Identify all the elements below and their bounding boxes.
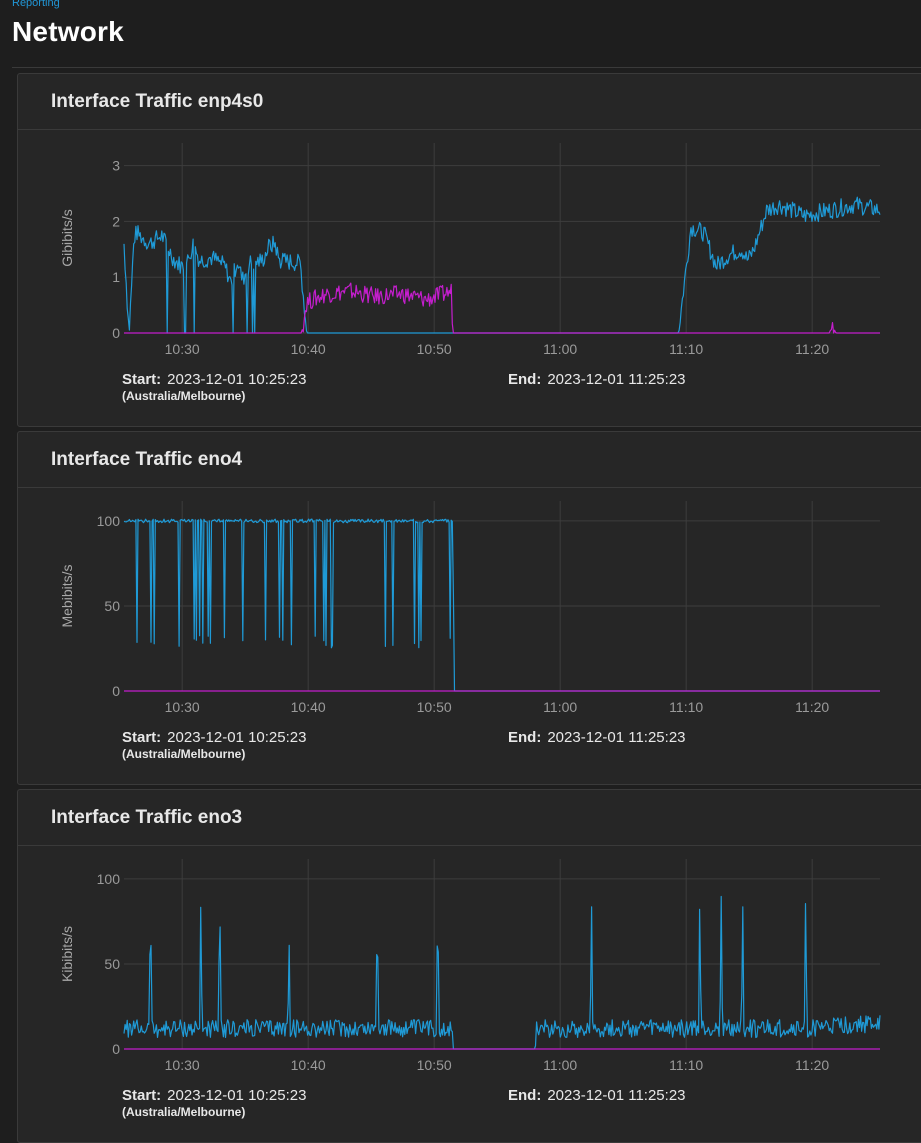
chart-enp4s0[interactable]: 0 1 2 3 10:30 10:40 10:50 11:00 11:10 11:20 Gibibi…	[18, 131, 921, 361]
x-tick-label: 11:00	[543, 1057, 577, 1073]
start-value: 2023-12-01 10:25:23	[167, 1087, 307, 1104]
panel-header: Interface Traffic eno4	[18, 432, 921, 488]
chart-grid	[124, 859, 880, 1050]
y-tick-label: 0	[112, 683, 120, 699]
end-label: End:	[508, 371, 542, 388]
start-time: Start: 2023-12-01 10:25:23	[122, 1087, 306, 1104]
start-time: Start: 2023-12-01 10:25:23	[122, 729, 306, 746]
start-time: Start: 2023-12-01 10:25:23	[122, 371, 306, 388]
chart-grid	[124, 501, 880, 692]
end-label: End:	[508, 729, 542, 746]
y-tick-label: 50	[104, 956, 120, 972]
title-divider	[12, 67, 921, 68]
panel-title: Interface Traffic eno4	[51, 448, 243, 470]
x-tick-label: 11:10	[669, 341, 703, 357]
series-line-0	[123, 196, 881, 334]
x-tick-label: 11:20	[795, 699, 829, 715]
breadcrumb-reporting[interactable]: Reporting	[12, 0, 60, 9]
timezone-label: (Australia/Melbourne)	[122, 1105, 246, 1119]
y-tick-label: 2	[112, 213, 120, 229]
y-tick-label: 50	[104, 598, 120, 614]
panel-title: Interface Traffic enp4s0	[51, 90, 264, 112]
chart-grid	[124, 143, 880, 334]
panel-header: Interface Traffic eno3	[18, 790, 921, 846]
end-time: End: 2023-12-01 11:25:23	[508, 729, 686, 746]
x-tick-label: 11:00	[543, 341, 577, 357]
panel-eno4: Interface Traffic eno4 0 50 100 10:30 10:40 1…	[17, 431, 921, 785]
x-tick-label: 10:30	[165, 341, 200, 357]
y-axis-label: Mebibits/s	[59, 564, 75, 627]
x-tick-label: 11:10	[669, 1057, 703, 1073]
y-axis-label: Kibibits/s	[59, 926, 75, 982]
start-label: Start:	[122, 729, 162, 746]
chart-eno4[interactable]: 0 50 100 10:30 10:40 10:50 11:00 11:10 11:20 Mebi…	[18, 489, 921, 719]
x-tick-label: 10:50	[417, 699, 452, 715]
end-label: End:	[508, 1087, 542, 1104]
x-tick-label: 10:40	[291, 699, 326, 715]
page-title: Network	[12, 16, 124, 47]
panel-enp4s0: Interface Traffic enp4s0 0 1 2 3 10:30 10:40 1…	[17, 73, 921, 427]
y-tick-label: 0	[112, 1041, 120, 1057]
x-tick-label: 11:20	[795, 1057, 829, 1073]
x-tick-label: 10:30	[165, 699, 200, 715]
x-tick-label: 11:20	[795, 341, 829, 357]
series-line-1	[124, 282, 880, 334]
start-value: 2023-12-01 10:25:23	[167, 371, 307, 388]
y-tick-label: 3	[112, 158, 120, 174]
chart-eno3[interactable]: 0 50 100 10:30 10:40 10:50 11:00 11:10 11:20 Kibi…	[18, 847, 921, 1077]
timezone-label: (Australia/Melbourne)	[122, 747, 246, 761]
panel-title: Interface Traffic eno3	[51, 806, 243, 828]
end-value: 2023-12-01 11:25:23	[547, 1087, 686, 1104]
series-line-0	[123, 518, 880, 692]
x-tick-label: 10:40	[291, 1057, 326, 1073]
y-tick-label: 100	[97, 513, 121, 529]
end-value: 2023-12-01 11:25:23	[547, 729, 686, 746]
start-label: Start:	[122, 371, 162, 388]
x-tick-label: 10:50	[417, 1057, 452, 1073]
y-tick-label: 0	[112, 325, 120, 341]
start-label: Start:	[122, 1087, 162, 1104]
x-tick-label: 10:30	[165, 1057, 200, 1073]
y-tick-label: 1	[112, 269, 120, 285]
x-tick-label: 11:10	[669, 699, 703, 715]
panel-header: Interface Traffic enp4s0	[18, 74, 921, 130]
timezone-label: (Australia/Melbourne)	[122, 389, 246, 403]
x-tick-label: 11:00	[543, 699, 577, 715]
end-time: End: 2023-12-01 11:25:23	[508, 1087, 686, 1104]
y-axis-label: Gibibits/s	[59, 209, 75, 267]
end-value: 2023-12-01 11:25:23	[547, 371, 686, 388]
y-tick-label: 100	[97, 871, 121, 887]
series-line-0	[123, 895, 881, 1050]
x-tick-label: 10:50	[417, 341, 452, 357]
end-time: End: 2023-12-01 11:25:23	[508, 371, 686, 388]
start-value: 2023-12-01 10:25:23	[167, 729, 307, 746]
panel-eno3: Interface Traffic eno3 0 50 100 10:30 10:40 1…	[17, 789, 921, 1143]
x-tick-label: 10:40	[291, 341, 326, 357]
